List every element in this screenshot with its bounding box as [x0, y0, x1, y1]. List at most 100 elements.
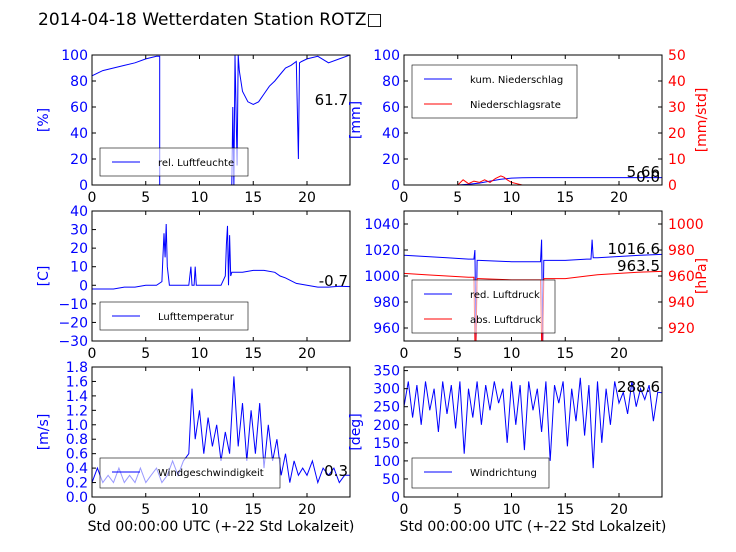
legend-entry: red. Luftdruck: [470, 290, 540, 301]
y-tick-label: 20: [382, 152, 400, 168]
y-tick-label: 20: [70, 241, 88, 257]
y-tick-label: 1040: [364, 217, 400, 233]
legend: kum. Niederschlag Niederschlagsrate: [411, 64, 578, 119]
plot-frame: [91, 54, 351, 186]
legend-entry: Windrichtung: [470, 468, 537, 479]
current-value-label: 61.7: [315, 91, 348, 109]
current-value-label: 5.66: [627, 163, 660, 181]
series-line-temperature-0: [92, 223, 350, 290]
y-tick-label: 0.8: [66, 432, 88, 448]
y2-tick-label: 980: [668, 243, 695, 259]
y-tick-label: 0: [79, 178, 88, 194]
y2-tick-label: 1000: [668, 217, 704, 233]
y-tick-label: 100: [373, 454, 400, 470]
y-axis-label: [C]: [36, 266, 52, 287]
series-line-winddirection-0: [404, 377, 662, 469]
series-line-precipitation-0: [404, 177, 662, 185]
y-tick-label: 100: [373, 48, 400, 64]
x-tick-label: 5: [453, 190, 462, 206]
x-tick-label: 5: [453, 346, 462, 362]
series-line-precipitation-1: [404, 175, 662, 185]
legend-entry: rel. Luftfeuchte: [158, 158, 234, 169]
current-value-label: 1016.6: [608, 240, 661, 258]
y-tick-label: 0: [391, 178, 400, 194]
y-tick-label: 200: [373, 418, 400, 434]
x-tick-label: 10: [191, 346, 209, 362]
y2-tick-label: 0: [668, 178, 677, 194]
x-tick-label: 0: [400, 190, 409, 206]
x-tick-label: 10: [503, 190, 521, 206]
x-tick-label: 20: [298, 346, 316, 362]
legend-box: [411, 64, 578, 119]
legend: Windgeschwindigkeit: [99, 457, 281, 489]
legend-entry: Lufttemperatur: [158, 312, 235, 323]
chart-humidity: 0 5 10 15 20 0 20 40 60 80 100 [%] rel. Luftfeuchte 6…: [36, 48, 351, 206]
y2-tick-label: 940: [668, 295, 695, 311]
plot-frame: [403, 54, 663, 186]
legend-box: [99, 457, 281, 489]
y-tick-label: −30: [58, 334, 88, 350]
x-tick-label: 5: [453, 502, 462, 518]
legend: Lufttemperatur: [99, 301, 249, 331]
legend-entry: Niederschlagsrate: [470, 100, 561, 111]
x-tick-label: 20: [610, 190, 628, 206]
y-tick-label: 1000: [364, 269, 400, 285]
y-tick-label: 40: [70, 126, 88, 142]
y-axis-label: [m/s]: [36, 414, 52, 451]
y2-tick-label: 960: [668, 269, 695, 285]
y2-tick-label: 20: [668, 126, 686, 142]
legend-entry: Windgeschwindigkeit: [158, 468, 264, 479]
x-tick-label: 20: [298, 190, 316, 206]
x-tick-label: 0: [400, 346, 409, 362]
x-tick-label: 5: [141, 190, 150, 206]
legend: Windrichtung: [411, 457, 550, 489]
y-tick-label: 80: [70, 74, 88, 90]
y-tick-label: 1.6: [66, 374, 88, 390]
y-tick-label: 1.8: [66, 360, 88, 376]
legend-entry: kum. Niederschlag: [470, 75, 563, 86]
x-tick-label: 0: [88, 346, 97, 362]
x-tick-label: 15: [556, 346, 574, 362]
y-axis-label: [%]: [36, 108, 52, 132]
figure-title: 2014-04-18 Wetterdaten Station ROTZ□: [38, 10, 383, 30]
y-tick-label: 960: [373, 321, 400, 337]
legend: red. Luftdruck abs. Luftdruck: [411, 279, 556, 334]
y-tick-label: −10: [58, 297, 88, 313]
y-tick-label: 300: [373, 382, 400, 398]
x-tick-label: 0: [88, 190, 97, 206]
series-line-pressure-0: [404, 239, 662, 341]
y-tick-label: −20: [58, 315, 88, 331]
current-value2-label: 963.5: [617, 257, 660, 275]
y-tick-label: 0.0: [66, 490, 88, 506]
x-tick-label: 15: [556, 502, 574, 518]
current-value-label: 0.3: [324, 462, 348, 480]
y-tick-label: 150: [373, 436, 400, 452]
plot-frame: [91, 366, 351, 498]
y-tick-label: 60: [70, 100, 88, 116]
y-tick-label: 0.6: [66, 447, 88, 463]
x-tick-label: 20: [610, 502, 628, 518]
y-tick-label: 10: [70, 260, 88, 276]
y2-tick-label: 920: [668, 321, 695, 337]
y-tick-label: 40: [70, 204, 88, 220]
y-tick-label: 0: [391, 490, 400, 506]
x-tick-label: 10: [191, 190, 209, 206]
chart-temperature: 0 5 10 15 20 −30 −20 −10 0 10 20 30 40 [C] Lufttempera…: [36, 204, 351, 362]
y-tick-label: 1.0: [66, 418, 88, 434]
x-tick-label: 20: [298, 502, 316, 518]
y-tick-label: 100: [61, 48, 88, 64]
y-axis-label: [mm]: [348, 101, 364, 139]
y-tick-label: 250: [373, 400, 400, 416]
y-tick-label: 50: [382, 472, 400, 488]
current-value-label: -0.7: [319, 272, 348, 290]
y-axis-label: [deg]: [348, 413, 364, 450]
x-tick-label: 10: [503, 346, 521, 362]
x-tick-label: 5: [141, 502, 150, 518]
x-tick-label: 0: [88, 502, 97, 518]
y2-tick-label: 50: [668, 48, 686, 64]
x-tick-label: 15: [556, 190, 574, 206]
y-tick-label: 0.2: [66, 476, 88, 492]
y-tick-label: 20: [70, 152, 88, 168]
